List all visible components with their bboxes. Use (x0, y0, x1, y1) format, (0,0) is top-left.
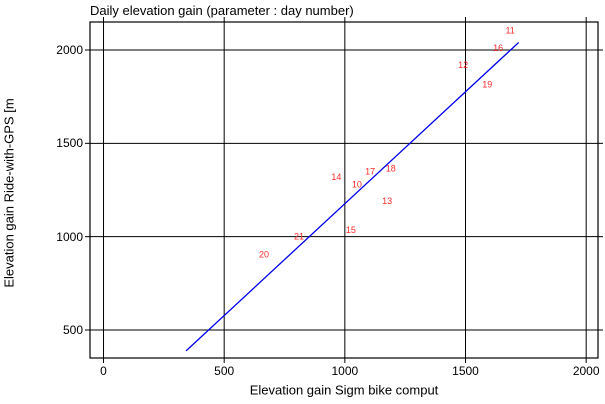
point-label: 19 (482, 80, 492, 90)
x-tick-label: 0 (100, 364, 107, 378)
point-label: 17 (365, 166, 375, 176)
y-tick-label: 2000 (56, 43, 83, 57)
y-tick-label: 500 (62, 323, 83, 337)
x-tick-label: 1500 (452, 364, 479, 378)
point-label: 16 (493, 43, 503, 53)
plot-box (89, 21, 599, 359)
point-label: 11 (505, 25, 514, 35)
x-tick-label: 1000 (331, 364, 359, 378)
point-label: 15 (346, 225, 356, 235)
point-label: 10 (352, 179, 362, 189)
point-label: 21 (294, 232, 304, 242)
point-label: 12 (458, 60, 468, 70)
point-label: 14 (331, 172, 341, 182)
point-label: 18 (386, 164, 396, 174)
y-tick-label: 1000 (56, 229, 83, 244)
point-label: 13 (382, 196, 392, 206)
point-label: 20 (259, 249, 269, 259)
chart-title: Daily elevation gain (parameter : day nu… (90, 3, 354, 18)
x-axis-label: Elevation gain Sigm bike comput (249, 382, 439, 398)
x-tick-label: 2000 (572, 364, 600, 378)
fit-line (185, 42, 520, 352)
y-tick-label: 1500 (56, 136, 83, 151)
x-tick-label: 500 (214, 364, 235, 378)
